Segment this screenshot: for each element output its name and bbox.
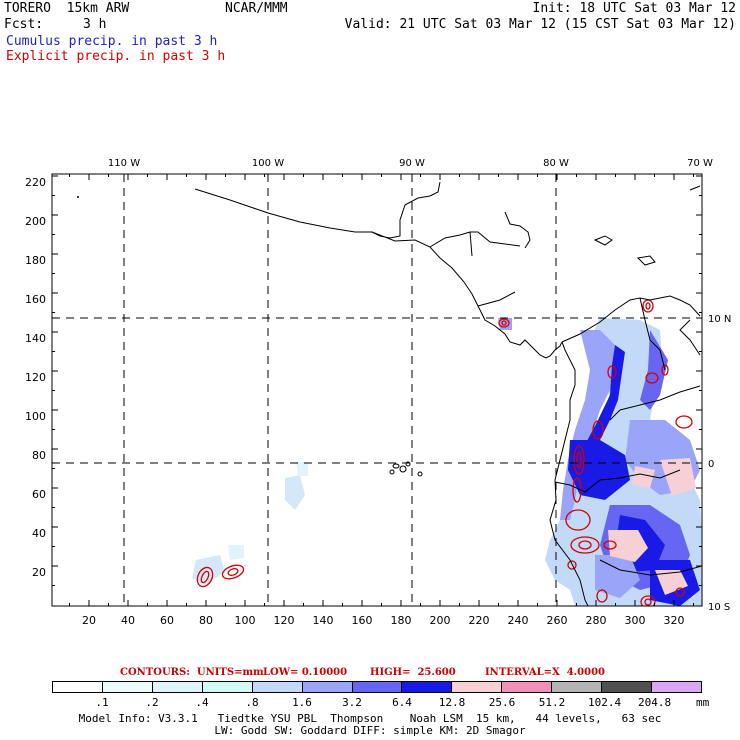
valid-time: Valid: 21 UTC Sat 03 Mar 12 (15 CST Sat …	[344, 17, 736, 32]
contour-units: CONTOURS: UNITS=mm	[120, 667, 264, 678]
x-tick-label: 160	[352, 614, 373, 627]
y-tick-label: 220	[25, 176, 46, 189]
x-tick-label: 100	[235, 614, 256, 627]
lon-label-100w: 100 W	[252, 158, 284, 169]
field2-title: Explicit precip. in past 3 h	[6, 49, 226, 64]
x-tick-label: 180	[391, 614, 412, 627]
x-tick-label: 120	[274, 614, 295, 627]
lat-label-0: 0	[708, 459, 714, 470]
legend-swatch	[53, 682, 103, 692]
y-tick-label: 180	[25, 254, 46, 267]
x-tick-label: 320	[664, 614, 685, 627]
x-tick-label: 200	[430, 614, 451, 627]
model-title: TORERO 15km ARW	[4, 1, 130, 16]
legend-label: 102.4	[588, 696, 622, 709]
lon-label-90w: 90 W	[399, 158, 425, 169]
x-tick-label: 60	[160, 614, 174, 627]
legend-label: 3.2	[342, 696, 362, 709]
legend-swatch	[602, 682, 653, 692]
x-tick-label: 280	[586, 614, 607, 627]
x-tick-label: 240	[508, 614, 529, 627]
legend-swatch	[652, 682, 701, 692]
legend-label: 25.6	[488, 696, 516, 709]
lon-label-110w: 110 W	[108, 158, 140, 169]
y-tick-label: 120	[25, 371, 46, 384]
legend-swatch	[252, 682, 303, 692]
precip-map: 110 W 100 W 90 W 80 W 70 W 10 N 0 10 S 2…	[25, 158, 731, 627]
lat-lon-grid	[52, 174, 702, 606]
contour-low: LOW= 0.10000	[263, 667, 348, 678]
x-tick-label: 20	[82, 614, 96, 627]
x-tick-label: 220	[469, 614, 490, 627]
y-tick-label: 20	[32, 566, 46, 579]
x-tick-label: 140	[313, 614, 334, 627]
y-tick-label: 40	[32, 527, 46, 540]
x-tick-label: 40	[121, 614, 135, 627]
y-tick-label: 100	[25, 410, 46, 423]
legend-swatch	[502, 682, 553, 692]
legend-label: .8	[245, 696, 259, 709]
model-info-line1: Model Info: V3.3.1 Tiedtke YSU PBL Thomp…	[78, 712, 662, 725]
legend-label: .1	[95, 696, 109, 709]
legend-swatch	[402, 682, 453, 692]
x-tick-label: 80	[199, 614, 213, 627]
legend-swatch	[352, 682, 403, 692]
lat-label-10n: 10 N	[708, 314, 731, 325]
contour-high: HIGH= 25.600	[370, 667, 456, 678]
init-time: Init: 18 UTC Sat 03 Mar 12	[532, 1, 737, 16]
legend-label: 204.8	[638, 696, 672, 709]
legend-label: .2	[145, 696, 159, 709]
legend-swatch	[552, 682, 603, 692]
legend-label: 6.4	[392, 696, 412, 709]
y-tick-label: 200	[25, 215, 46, 228]
y-tick-label: 140	[25, 332, 46, 345]
legend-swatch	[102, 682, 153, 692]
legend-swatch	[452, 682, 503, 692]
cumulus-precip-shading	[192, 318, 702, 606]
org-label: NCAR/MMM	[225, 1, 288, 16]
legend-label: .4	[195, 696, 209, 709]
legend-swatch	[302, 682, 353, 692]
forecast-label: Fcst:	[4, 17, 44, 32]
x-tick-label: 300	[625, 614, 646, 627]
galapagos-islands	[389, 461, 423, 477]
forecast-hour: 3 h	[83, 17, 107, 32]
model-info-line2: LW: Godd SW: Goddard DIFF: simple KM: 2D…	[214, 724, 526, 737]
y-tick-label: 60	[32, 488, 46, 501]
legend-label: 1.6	[292, 696, 312, 709]
legend-swatch	[202, 682, 253, 692]
lon-label-80w: 80 W	[543, 158, 569, 169]
precip-color-legend	[52, 681, 702, 693]
legend-unit: mm	[696, 696, 710, 709]
legend-swatch	[152, 682, 203, 692]
legend-label: 51.2	[538, 696, 566, 709]
contour-interval: INTERVAL=X 4.0000	[485, 667, 605, 678]
y-tick-label: 160	[25, 293, 46, 306]
lat-label-10s: 10 S	[708, 602, 730, 613]
coastlines	[194, 181, 702, 606]
field1-title: Cumulus precip. in past 3 h	[6, 34, 218, 49]
legend-label: 12.8	[438, 696, 466, 709]
lon-label-70w: 70 W	[687, 158, 713, 169]
x-tick-label: 260	[547, 614, 568, 627]
y-tick-label: 80	[32, 449, 46, 462]
